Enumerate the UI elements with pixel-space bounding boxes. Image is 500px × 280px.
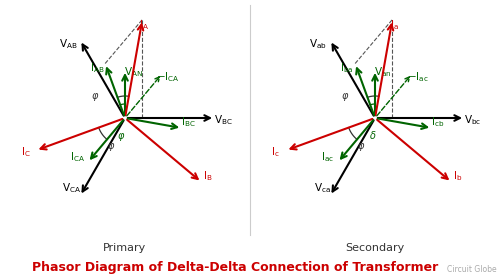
Text: $\mathregular{V_{an}}$: $\mathregular{V_{an}}$ [374, 65, 392, 79]
Text: $\mathregular{I_{b}}$: $\mathregular{I_{b}}$ [453, 169, 462, 183]
Text: $\mathregular{-I_{CA}}$: $\mathregular{-I_{CA}}$ [156, 71, 180, 85]
Text: $\mathregular{V_{bc}}$: $\mathregular{V_{bc}}$ [464, 113, 481, 127]
Text: $\mathregular{I_{c}}$: $\mathregular{I_{c}}$ [272, 146, 280, 159]
Text: Primary: Primary [104, 243, 146, 253]
Text: $\mathregular{I_{a}}$: $\mathregular{I_{a}}$ [390, 18, 399, 32]
Text: $\mathregular{I_{AB}}$: $\mathregular{I_{AB}}$ [90, 62, 104, 75]
Text: $\mathregular{I_{CA}}$: $\mathregular{I_{CA}}$ [70, 151, 86, 164]
Text: φ: φ [342, 91, 348, 101]
Text: $\mathregular{I_{cb}}$: $\mathregular{I_{cb}}$ [432, 115, 445, 129]
Text: φ: φ [118, 131, 124, 141]
Text: $\mathregular{V_{BC}}$: $\mathregular{V_{BC}}$ [214, 113, 233, 127]
Text: $\mathregular{I_{BC}}$: $\mathregular{I_{BC}}$ [181, 115, 196, 129]
Text: Phasor Diagram of Delta-Delta Connection of Transformer: Phasor Diagram of Delta-Delta Connection… [32, 262, 438, 274]
Text: $\mathregular{-I_{ac}}$: $\mathregular{-I_{ac}}$ [408, 71, 429, 85]
Text: φ: φ [358, 141, 364, 151]
Text: $\mathregular{I_{ac}}$: $\mathregular{I_{ac}}$ [321, 151, 334, 164]
Text: φ: φ [92, 91, 98, 101]
Text: $\mathregular{V_{CA}}$: $\mathregular{V_{CA}}$ [62, 181, 82, 195]
Text: $\mathregular{I_{B}}$: $\mathregular{I_{B}}$ [203, 169, 212, 183]
Text: $\mathregular{I_{C}}$: $\mathregular{I_{C}}$ [21, 146, 30, 159]
Text: $\mathregular{V_{ca}}$: $\mathregular{V_{ca}}$ [314, 181, 330, 195]
Text: $\mathregular{I_{ba}}$: $\mathregular{I_{ba}}$ [340, 62, 354, 75]
Text: $\mathregular{V_{AN}}$: $\mathregular{V_{AN}}$ [124, 65, 142, 79]
Text: δ: δ [370, 131, 376, 141]
Text: Circuit Globe: Circuit Globe [447, 265, 497, 274]
Text: $\mathregular{I_{A}}$: $\mathregular{I_{A}}$ [140, 18, 149, 32]
Text: $\mathregular{V_{ab}}$: $\mathregular{V_{ab}}$ [309, 37, 327, 51]
Text: $\mathregular{V_{AB}}$: $\mathregular{V_{AB}}$ [58, 37, 78, 51]
Text: Secondary: Secondary [346, 243, 405, 253]
Text: φ: φ [108, 141, 114, 151]
